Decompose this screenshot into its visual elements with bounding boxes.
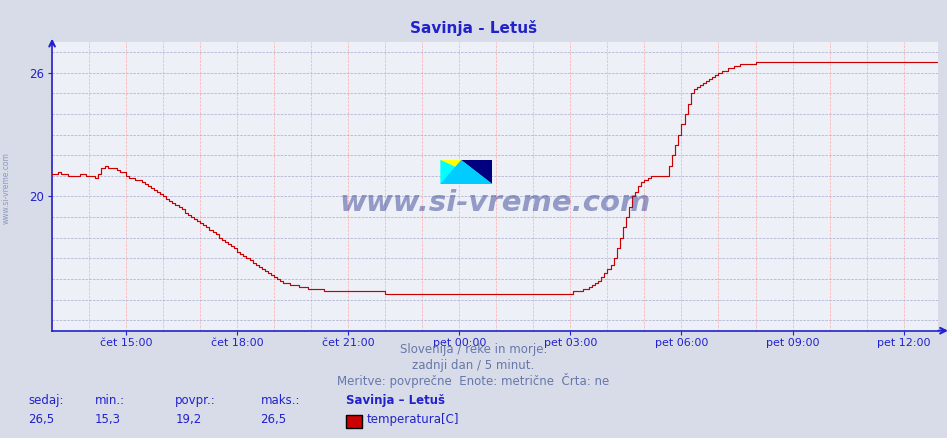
Text: www.si-vreme.com: www.si-vreme.com [339,190,651,218]
Text: Savinja – Letuš: Savinja – Letuš [346,394,445,407]
Text: temperatura[C]: temperatura[C] [366,413,459,426]
Text: www.si-vreme.com: www.si-vreme.com [2,152,11,224]
Text: sedaj:: sedaj: [28,394,63,407]
Text: Savinja - Letuš: Savinja - Letuš [410,20,537,36]
Text: maks.:: maks.: [260,394,300,407]
Text: Meritve: povprečne  Enote: metrične  Črta: ne: Meritve: povprečne Enote: metrične Črta:… [337,373,610,388]
Text: 26,5: 26,5 [260,413,287,426]
Text: 19,2: 19,2 [175,413,202,426]
Text: 15,3: 15,3 [95,413,120,426]
Text: zadnji dan / 5 minut.: zadnji dan / 5 minut. [412,359,535,372]
Text: min.:: min.: [95,394,125,407]
Text: 26,5: 26,5 [28,413,55,426]
Text: Slovenija / reke in morje.: Slovenija / reke in morje. [400,343,547,356]
Text: povpr.:: povpr.: [175,394,216,407]
